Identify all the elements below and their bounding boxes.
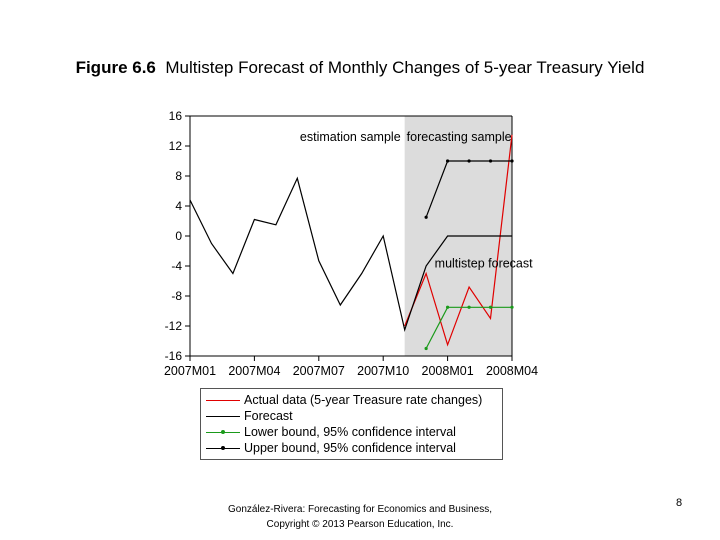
figure-title: Multistep Forecast of Monthly Changes of…: [165, 58, 645, 77]
x-tick-label: 2007M01: [164, 364, 216, 378]
legend-label-forecast: Forecast: [244, 409, 293, 423]
x-tick-label: 2007M07: [293, 364, 345, 378]
region-label-forecasting: forecasting sample: [407, 130, 512, 144]
legend-marker-upper-bound: [221, 446, 225, 450]
legend-item-upper-bound: Upper bound, 95% confidence interval: [201, 441, 504, 456]
series-point-2: [446, 305, 450, 309]
x-tick-label: 2007M10: [357, 364, 409, 378]
series-point-3: [467, 159, 471, 163]
annotation-multistep-forecast: multistep forecast: [435, 257, 533, 271]
legend-item-lower-bound: Lower bound, 95% confidence interval: [201, 425, 504, 440]
footer-credit: González-Rivera: Forecasting for Economi…: [205, 502, 515, 532]
chart-legend: Actual data (5-year Treasure rate change…: [200, 388, 503, 460]
x-tick-label: 2007M04: [228, 364, 280, 378]
slide-title: Figure 6.6 Multistep Forecast of Monthly…: [0, 58, 720, 78]
series-point-2: [510, 305, 514, 309]
legend-item-forecast: Forecast: [201, 409, 504, 424]
region-label-estimation: estimation sample: [300, 130, 401, 144]
legend-swatch-upper-bound: [206, 446, 240, 450]
page-number: 8: [676, 497, 683, 509]
y-tick-label: 0: [175, 229, 182, 243]
series-line-1: [189, 176, 512, 333]
series-point-3: [446, 159, 450, 163]
y-tick-label: 12: [169, 139, 183, 153]
legend-swatch-forecast: [206, 416, 240, 417]
series-point-3: [424, 215, 428, 219]
y-tick-label: -8: [171, 289, 182, 303]
y-tick-label: 16: [169, 109, 183, 123]
y-tick-label: -12: [165, 319, 183, 333]
y-tick-label: 4: [175, 199, 182, 213]
series-point-2: [424, 346, 428, 351]
series-point-2: [488, 305, 493, 309]
legend-label-actual: Actual data (5-year Treasure rate change…: [244, 393, 483, 407]
legend-swatch-lower-bound: [206, 430, 240, 434]
x-tick-label: 2008M01: [422, 364, 474, 378]
y-tick-label: -16: [165, 349, 183, 363]
legend-swatch-actual: [206, 400, 240, 401]
series-point-3: [510, 159, 514, 163]
y-tick-label: 8: [175, 169, 182, 183]
legend-marker-lower-bound: [221, 430, 225, 434]
series-line-0: [404, 134, 513, 347]
legend-label-upper-bound: Upper bound, 95% confidence interval: [244, 441, 456, 455]
legend-label-lower-bound: Lower bound, 95% confidence interval: [244, 425, 456, 439]
y-tick-label: -4: [171, 259, 182, 273]
credit-line-2: Copyright © 2013 Pearson Education, Inc.: [266, 519, 454, 530]
series-point-2: [467, 305, 471, 309]
credit-line-1: González-Rivera: Forecasting for Economi…: [227, 504, 492, 515]
figure-number: Figure 6.6: [75, 58, 156, 77]
x-tick-label: 2008M04: [486, 364, 538, 378]
legend-item-actual: Actual data (5-year Treasure rate change…: [201, 393, 504, 408]
series-point-3: [488, 159, 493, 163]
